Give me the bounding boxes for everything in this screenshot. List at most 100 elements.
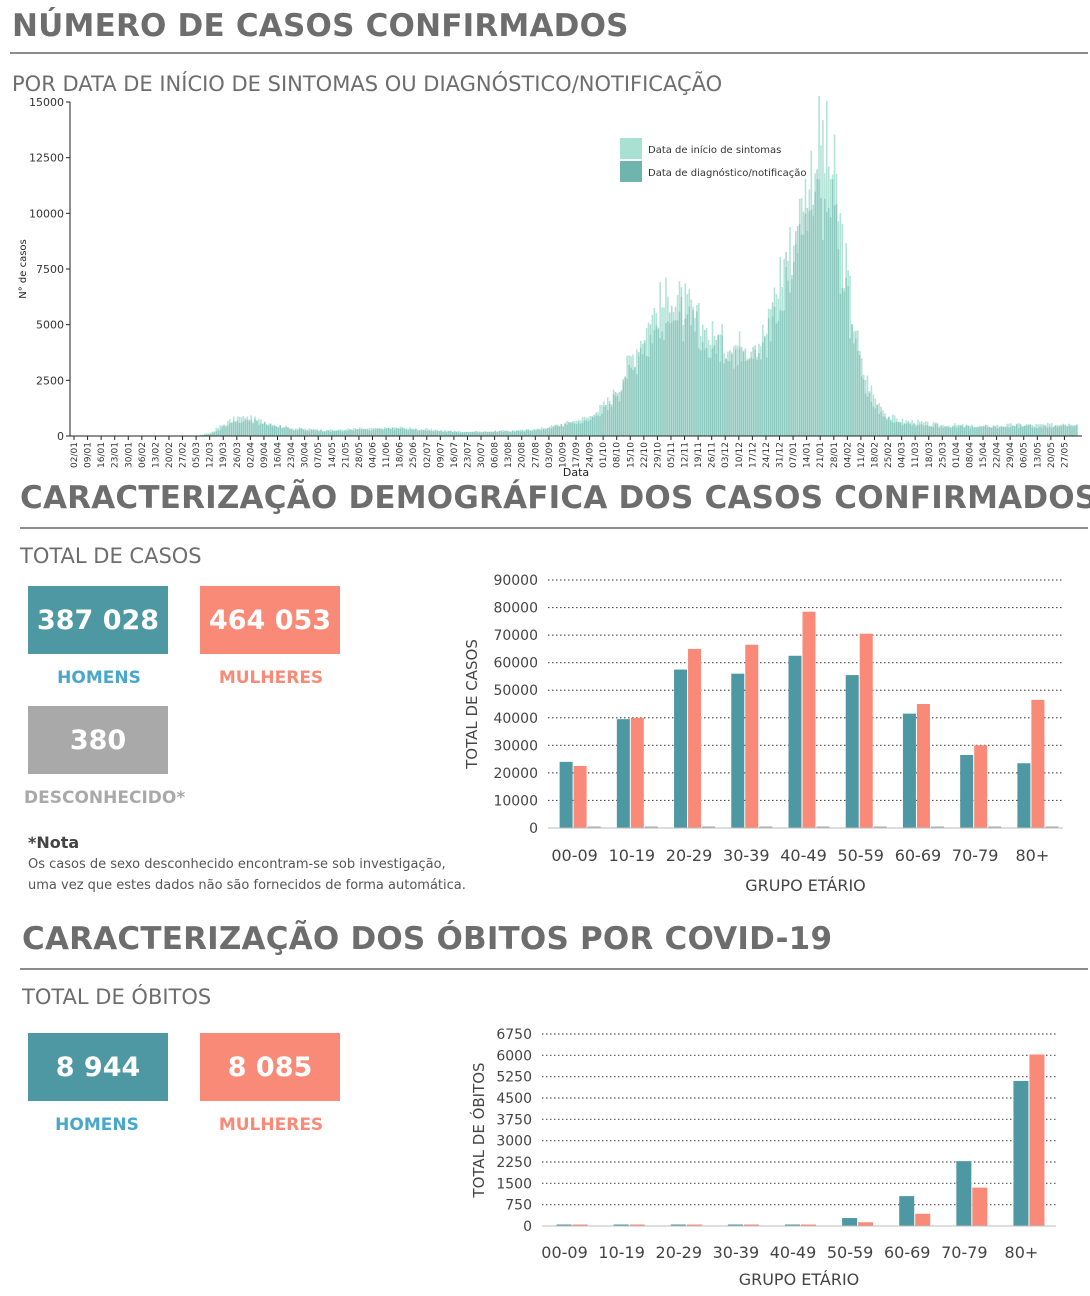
diagnosis-bar	[866, 396, 869, 436]
c1-x-tick-label: 24/12	[762, 442, 772, 468]
diagnosis-bar	[533, 429, 535, 436]
diagnosis-bar	[556, 425, 559, 436]
diagnosis-bar	[467, 431, 470, 436]
diagnosis-bar	[420, 430, 423, 436]
diagnosis-bar	[833, 205, 836, 436]
diagnosis-bar	[607, 409, 609, 436]
diagnosis-bar	[1027, 424, 1030, 436]
deaths-men-label: HOMENS	[55, 1115, 139, 1135]
diagnosis-bar	[279, 425, 281, 436]
diagnosis-bar	[450, 431, 452, 436]
c1-x-tick-label: 25/06	[409, 442, 419, 468]
c1-x-tick-label: 30/01	[124, 442, 134, 468]
y-tick-label: 6750	[496, 1027, 532, 1043]
bar-homens-00-09	[559, 761, 573, 828]
y-axis-label: TOTAL DE ÓBITOS	[469, 1062, 488, 1198]
diagnosis-bar	[940, 426, 942, 436]
diagnosis-bar	[994, 425, 997, 436]
diagnosis-bar	[343, 430, 345, 436]
diagnosis-bar	[1058, 426, 1061, 436]
y-axis-label: TOTAL DE CASOS	[463, 639, 481, 770]
diagnosis-bar	[316, 429, 318, 436]
c1-x-tick-label: 09/07	[436, 442, 446, 468]
y-tick-label: 2250	[496, 1155, 532, 1171]
diagnosis-bar	[287, 427, 289, 436]
c1-y-tick-label: 2500	[36, 374, 64, 387]
y-tick-label: 20000	[493, 766, 538, 782]
diagnosis-bar	[952, 426, 954, 436]
diagnosis-bar	[510, 431, 512, 436]
x-axis-label: GRUPO ETÁRIO	[739, 1270, 860, 1289]
cases-women-box: 464 053	[200, 586, 340, 654]
diagnosis-bar	[382, 428, 384, 436]
c1-x-tick-label: 03/12	[721, 442, 731, 468]
diagnosis-bar	[461, 432, 464, 436]
diagnosis-bar	[721, 335, 723, 436]
diagnosis-bar	[1064, 424, 1066, 436]
diagnosis-bar	[800, 234, 803, 436]
diagnosis-bar	[440, 430, 442, 436]
diagnosis-bar	[634, 367, 636, 436]
diagnosis-bar	[333, 430, 336, 436]
diagnosis-bar	[711, 348, 714, 436]
diagnosis-bar	[752, 346, 754, 436]
diagnosis-bar	[870, 401, 873, 436]
diagnosis-bar	[1045, 426, 1047, 436]
diagnosis-bar	[756, 359, 758, 436]
diagnosis-bar	[1050, 427, 1053, 436]
c1-x-tick-label: 30/04	[301, 442, 311, 468]
diagnosis-bar	[601, 413, 603, 436]
diagnosis-bar	[227, 425, 229, 436]
diagnosis-bar	[430, 431, 433, 436]
bar-desconhecido-60-69	[930, 826, 944, 828]
diagnosis-bar	[1014, 426, 1016, 436]
diagnosis-bar	[229, 423, 231, 436]
diagnosis-bar	[804, 213, 807, 436]
diagnosis-bar	[405, 429, 407, 436]
diagnosis-bar	[370, 430, 373, 436]
bar-homens-80+	[1017, 763, 1031, 828]
diagnosis-bar	[347, 430, 349, 436]
diagnosis-bar	[548, 426, 551, 436]
diagnosis-bar	[746, 360, 749, 436]
c1-x-tick-label: 20/08	[518, 442, 528, 468]
diagnosis-bar	[246, 419, 249, 436]
diagnosis-bar	[1023, 425, 1026, 436]
diagnosis-bar	[426, 430, 429, 436]
cases-women-label: MULHERES	[218, 668, 324, 688]
diagnosis-bar	[490, 431, 493, 436]
diagnosis-bar	[544, 429, 547, 436]
diagnosis-bar	[568, 422, 570, 436]
diagnosis-bar	[570, 422, 572, 436]
bar-desconhecido-20-29	[702, 826, 716, 828]
diagnosis-bar	[692, 309, 694, 436]
diagnosis-bar	[667, 321, 669, 436]
bar-mulheres-70-79	[972, 1187, 988, 1226]
diagnosis-bar	[901, 425, 904, 436]
section1-divider	[10, 52, 1088, 54]
diagnosis-bar	[424, 430, 427, 436]
diagnosis-bar	[744, 348, 747, 436]
legend-label: Data de início de sintomas	[648, 144, 781, 156]
diagnosis-bar	[1070, 424, 1072, 436]
diagnosis-bar	[1074, 425, 1076, 436]
diagnosis-bar	[645, 356, 648, 436]
category-label: 80+	[1005, 1243, 1039, 1262]
diagnosis-bar	[1076, 424, 1078, 436]
diagnosis-bar	[448, 430, 450, 436]
diagnosis-bar	[934, 424, 937, 436]
diagnosis-bar	[847, 286, 849, 436]
diagnosis-bar	[605, 405, 607, 436]
diagnosis-bar	[1039, 426, 1041, 436]
c1-x-tick-label: 23/07	[463, 442, 473, 468]
c1-x-tick-label: 28/01	[830, 442, 840, 468]
c1-y-tick-label: 15000	[29, 96, 64, 109]
diagnosis-bar	[593, 414, 595, 436]
diagnosis-bar	[824, 198, 826, 436]
diagnosis-bar	[248, 419, 250, 436]
diagnosis-bar	[541, 430, 543, 436]
bar-mulheres-20-29	[686, 1224, 702, 1226]
diagnosis-bar	[919, 424, 921, 436]
diagnosis-bar	[515, 430, 518, 436]
diagnosis-bar	[733, 368, 735, 436]
